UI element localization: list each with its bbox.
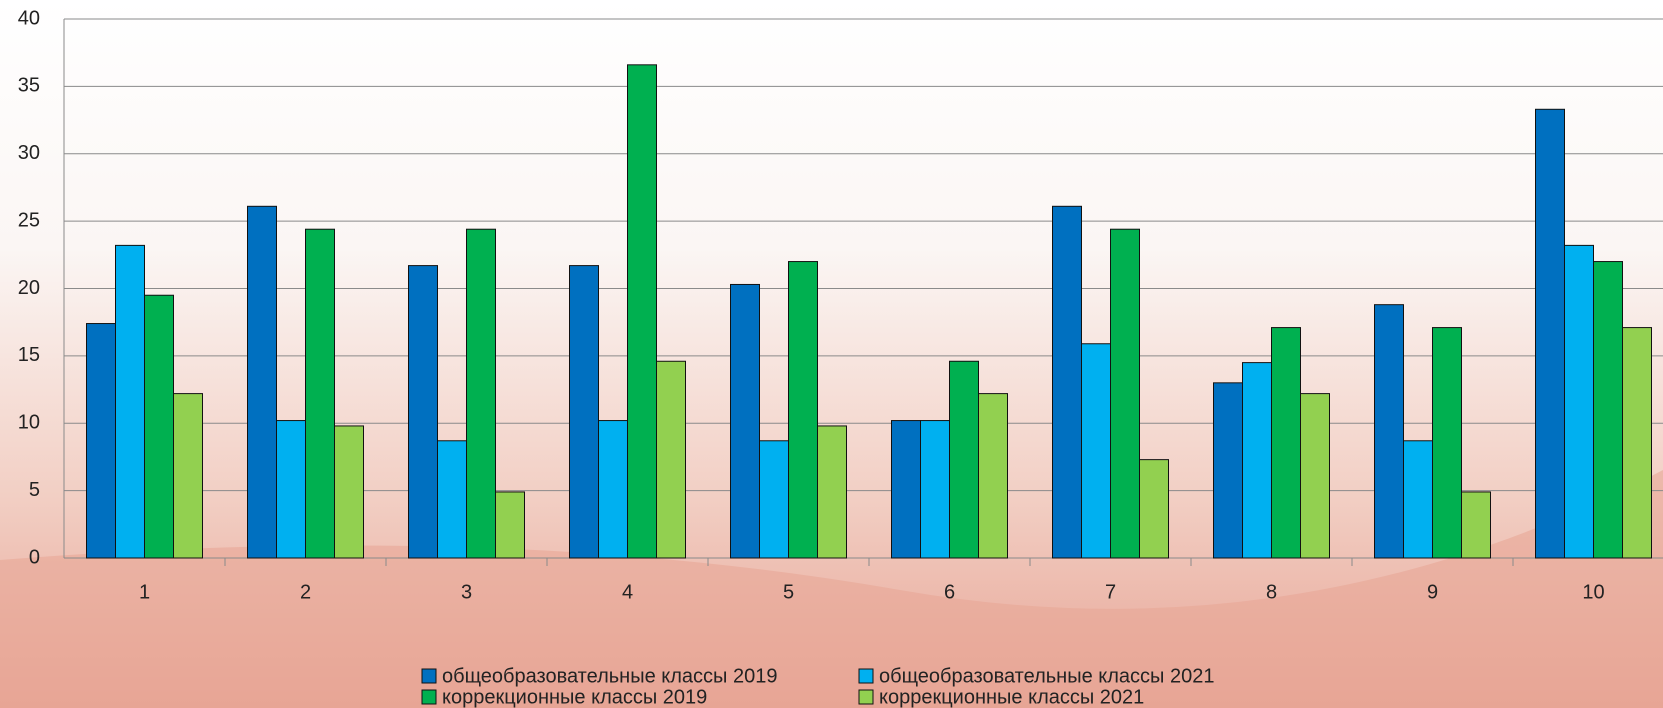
x-tick-label: 5 (783, 581, 794, 603)
bar (495, 491, 525, 559)
y-tick-label: 30 (18, 142, 40, 164)
x-tick-label: 6 (944, 581, 955, 603)
y-tick-label: 5 (29, 479, 40, 501)
x-tick-label: 2 (300, 581, 311, 603)
y-tick-label: 20 (18, 277, 40, 299)
bar (1622, 327, 1652, 559)
bar (569, 265, 599, 559)
bar (759, 440, 789, 559)
x-tick-label: 10 (1582, 581, 1604, 603)
bar (1242, 362, 1272, 559)
x-tick-label: 7 (1105, 581, 1116, 603)
legend-swatch (421, 689, 437, 705)
bar (891, 420, 921, 559)
x-tick-label: 8 (1266, 581, 1277, 603)
x-tick-label: 9 (1427, 581, 1438, 603)
legend-label: коррекционные классы 2021 (879, 686, 1144, 708)
bar (1461, 491, 1491, 559)
bar (598, 420, 628, 559)
bar (305, 228, 335, 559)
bar (173, 393, 203, 559)
bar (1593, 261, 1623, 559)
bar (1432, 327, 1462, 559)
bar (1374, 304, 1404, 559)
legend-label: общеобразовательные классы 2021 (879, 665, 1214, 687)
bar (1403, 440, 1433, 559)
x-tick-label: 3 (461, 581, 472, 603)
bar (1052, 205, 1082, 559)
bar (1300, 393, 1330, 559)
bar (920, 420, 950, 559)
x-tick-label: 4 (622, 581, 633, 603)
y-tick-label: 0 (29, 546, 40, 568)
y-tick-label: 25 (18, 209, 40, 231)
bar (949, 360, 979, 559)
bar (978, 393, 1008, 559)
bar (1564, 244, 1594, 559)
bar (656, 360, 686, 559)
bar (1535, 108, 1565, 559)
legend-label: коррекционные классы 2019 (442, 686, 707, 708)
bar (276, 420, 306, 559)
bar (1271, 327, 1301, 559)
bar (817, 425, 847, 559)
bar (334, 425, 364, 559)
bar (247, 205, 277, 559)
bar (788, 261, 818, 559)
bar (408, 265, 438, 559)
bar (1213, 382, 1243, 559)
y-tick-label: 15 (18, 344, 40, 366)
bar (86, 323, 116, 559)
bar (437, 440, 467, 559)
bar (144, 294, 174, 559)
legend-swatch (858, 689, 874, 705)
background-wave (0, 470, 1663, 708)
legend-swatch (421, 668, 437, 684)
y-tick-label: 10 (18, 412, 40, 434)
y-tick-label: 35 (18, 75, 40, 97)
bar (466, 228, 496, 559)
bar (1110, 228, 1140, 559)
bar (627, 64, 657, 559)
bar (730, 283, 760, 559)
legend: общеобразовательные классы 2019 общеобраз… (421, 665, 1214, 708)
y-tick-label: 40 (18, 7, 40, 29)
legend-swatch (858, 668, 874, 684)
bar (1081, 343, 1111, 559)
legend-label: общеобразовательные классы 2019 (442, 665, 777, 687)
bar (1139, 459, 1169, 559)
x-tick-label: 1 (139, 581, 150, 603)
bar (115, 244, 145, 559)
